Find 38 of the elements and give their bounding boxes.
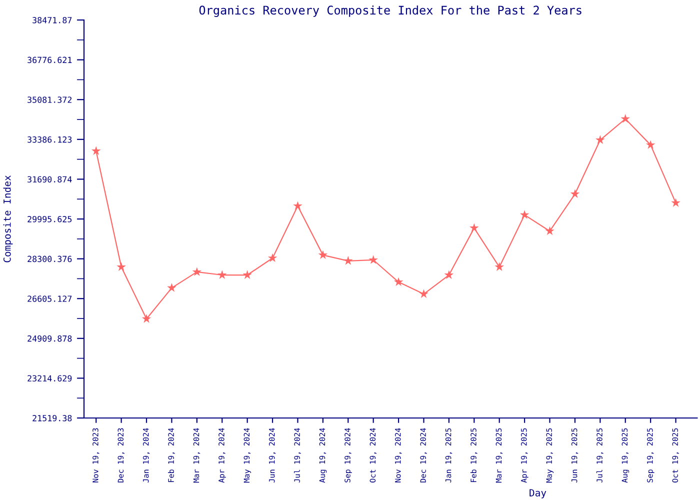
y-tick-label: 28300.376 <box>28 256 72 262</box>
point <box>318 250 328 259</box>
point <box>419 289 428 298</box>
point <box>646 140 656 149</box>
point <box>620 114 630 123</box>
chart-title: Organics Recovery Composite Index For the Past 2 Years <box>199 5 582 17</box>
y-tick-label: 21519.38 <box>32 415 72 422</box>
point <box>545 226 554 236</box>
y-tick-label: 31690.874 <box>28 176 72 183</box>
point <box>394 277 404 286</box>
point <box>167 283 176 292</box>
point <box>596 135 605 144</box>
y-tick-label: 23214.629 <box>28 375 72 382</box>
point <box>217 270 227 279</box>
point <box>268 253 278 262</box>
y-tick-label: 36776.621 <box>28 56 72 64</box>
point <box>570 189 580 198</box>
point <box>91 146 101 155</box>
y-tick-label: 29995.625 <box>28 216 72 222</box>
point <box>494 262 504 271</box>
y-tick-label: 38471.87 <box>32 17 72 24</box>
point <box>671 198 680 207</box>
point <box>368 255 378 264</box>
point <box>344 256 353 265</box>
point <box>444 270 454 279</box>
point <box>520 210 530 219</box>
point <box>192 267 202 276</box>
point <box>142 314 152 323</box>
y-tick-label: 33386.123 <box>28 136 72 143</box>
y-tick-label: 24909.878 <box>28 335 72 342</box>
point <box>293 201 302 210</box>
point <box>116 262 126 271</box>
point <box>470 223 479 232</box>
y-tick-label: 35081.372 <box>28 96 72 103</box>
x-axis-title: Day <box>530 489 546 498</box>
point <box>242 270 252 279</box>
y-tick-label: 26605.127 <box>28 296 72 302</box>
y-axis-title: Composite Index <box>3 175 13 262</box>
